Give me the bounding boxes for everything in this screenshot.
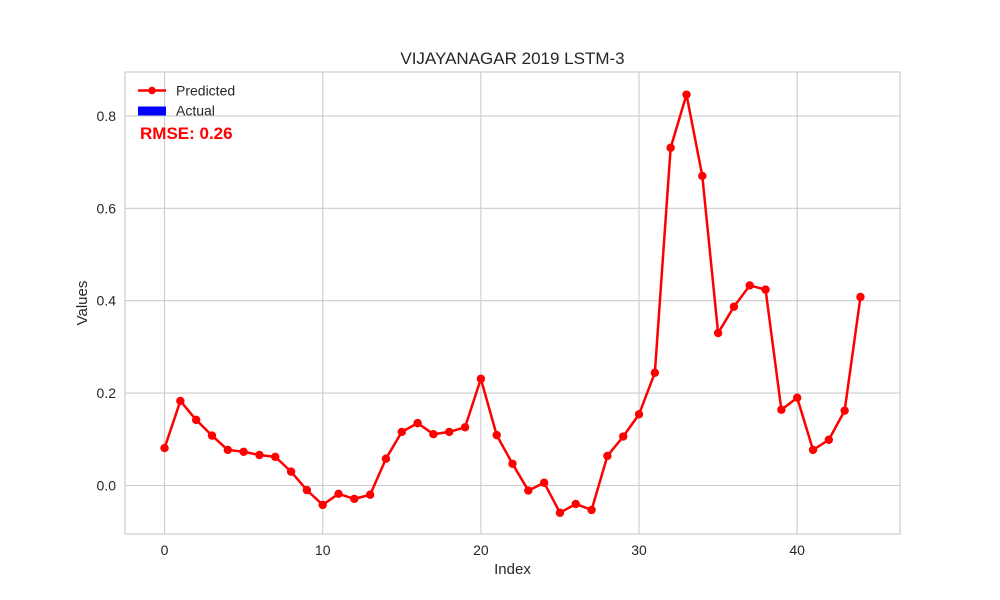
data-point bbox=[555, 508, 565, 517]
data-point bbox=[445, 427, 454, 437]
data-point bbox=[350, 494, 359, 504]
data-point bbox=[587, 505, 596, 515]
y-tick-label: 0.2 bbox=[97, 385, 117, 401]
y-tick-label: 0.4 bbox=[97, 293, 117, 309]
data-point bbox=[666, 143, 675, 152]
data-point bbox=[634, 410, 644, 419]
legend-entry-actual: Actual bbox=[138, 103, 215, 119]
data-point bbox=[539, 478, 549, 487]
data-point bbox=[856, 292, 865, 302]
x-tick-label: 30 bbox=[631, 542, 647, 558]
data-point bbox=[429, 430, 438, 439]
data-point bbox=[460, 423, 470, 432]
data-point bbox=[176, 396, 185, 406]
data-point bbox=[571, 499, 580, 509]
data-point bbox=[191, 415, 201, 425]
data-point bbox=[223, 445, 233, 455]
data-point bbox=[239, 447, 248, 456]
data-point bbox=[713, 328, 723, 338]
chart-title: VIJAYANAGAR 2019 LSTM-3 bbox=[400, 49, 624, 68]
data-point bbox=[476, 374, 486, 383]
legend-entry-predicted: Predicted bbox=[138, 83, 235, 99]
data-point bbox=[777, 405, 786, 414]
y-tick-label: 0.6 bbox=[97, 200, 117, 216]
data-point bbox=[761, 285, 770, 294]
data-point bbox=[413, 418, 422, 428]
data-point bbox=[745, 281, 754, 290]
x-tick-label: 10 bbox=[315, 542, 331, 558]
x-tick-label: 0 bbox=[161, 542, 169, 558]
data-point bbox=[334, 489, 343, 499]
legend-actual-patch bbox=[138, 106, 166, 116]
data-point bbox=[365, 490, 375, 499]
legend-label-actual: Actual bbox=[176, 103, 215, 119]
tick-labels: 0 10 20 30 40 0.0 0.2 0.4 0.6 0.8 bbox=[97, 108, 806, 558]
data-point bbox=[650, 368, 660, 377]
x-tick-label: 40 bbox=[789, 542, 805, 558]
data-point bbox=[271, 452, 280, 462]
legend: Predicted Actual bbox=[138, 83, 235, 119]
y-axis-label: Values bbox=[74, 281, 91, 326]
legend-predicted-marker bbox=[148, 86, 156, 95]
data-point bbox=[255, 450, 264, 460]
data-point bbox=[729, 302, 739, 311]
data-point bbox=[508, 459, 517, 468]
legend-label-predicted: Predicted bbox=[176, 83, 235, 99]
data-point bbox=[286, 467, 296, 476]
data-point bbox=[302, 485, 312, 495]
data-point bbox=[792, 393, 802, 402]
x-axis-label: Index bbox=[494, 561, 531, 578]
data-point bbox=[808, 445, 818, 455]
plot-area bbox=[125, 72, 900, 534]
plot-frame bbox=[124, 71, 901, 535]
rmse-annotation: RMSE: 0.26 bbox=[140, 124, 233, 143]
data-point bbox=[524, 486, 533, 495]
data-point bbox=[160, 443, 169, 453]
x-tick-label: 20 bbox=[473, 542, 489, 558]
series-layer bbox=[160, 90, 865, 517]
data-point bbox=[397, 427, 406, 437]
data-point bbox=[840, 406, 849, 415]
data-point bbox=[619, 432, 628, 441]
grid bbox=[125, 72, 900, 534]
data-point bbox=[492, 430, 501, 440]
y-tick-label: 0.8 bbox=[97, 108, 117, 124]
y-tick-label: 0.0 bbox=[97, 477, 117, 493]
data-point bbox=[318, 500, 327, 510]
data-point bbox=[698, 171, 707, 181]
data-point bbox=[207, 431, 217, 440]
data-point bbox=[824, 435, 834, 444]
data-point bbox=[603, 451, 612, 461]
data-point bbox=[682, 90, 691, 99]
data-point bbox=[381, 454, 391, 463]
